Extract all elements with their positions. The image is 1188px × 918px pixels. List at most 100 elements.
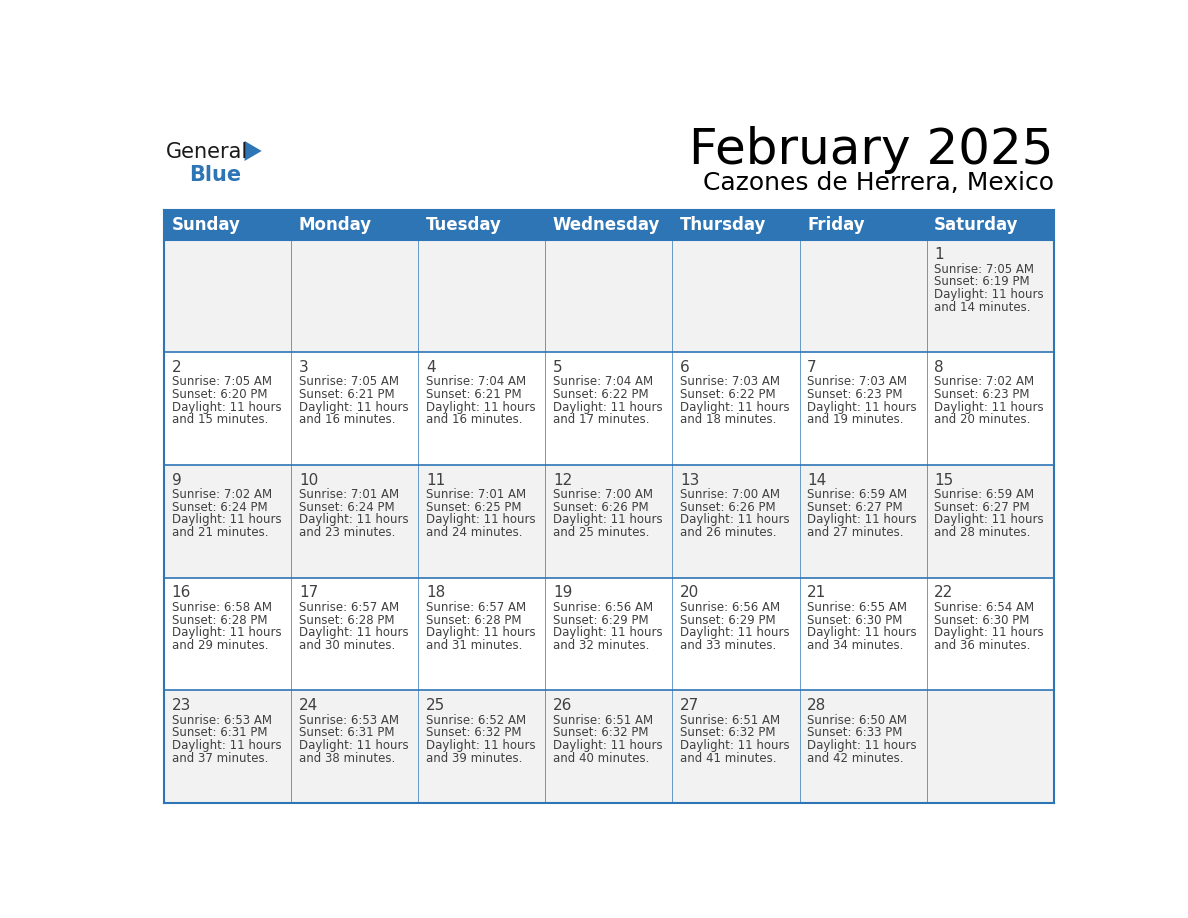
Text: Sunset: 6:24 PM: Sunset: 6:24 PM (172, 501, 267, 514)
Text: and 30 minutes.: and 30 minutes. (299, 639, 396, 652)
Text: Friday: Friday (807, 216, 865, 234)
Text: and 16 minutes.: and 16 minutes. (299, 413, 396, 427)
Text: 11: 11 (426, 473, 446, 487)
Text: Sunrise: 7:05 AM: Sunrise: 7:05 AM (299, 375, 399, 388)
Text: Daylight: 11 hours: Daylight: 11 hours (426, 739, 536, 752)
Text: Daylight: 11 hours: Daylight: 11 hours (808, 626, 917, 639)
Text: Sunrise: 7:01 AM: Sunrise: 7:01 AM (426, 488, 526, 501)
Text: Sunset: 6:29 PM: Sunset: 6:29 PM (681, 613, 776, 626)
Text: Sunrise: 6:57 AM: Sunrise: 6:57 AM (299, 600, 399, 614)
Text: Daylight: 11 hours: Daylight: 11 hours (934, 626, 1044, 639)
Bar (164, 577, 1054, 690)
Text: Daylight: 11 hours: Daylight: 11 hours (299, 739, 409, 752)
Text: 24: 24 (299, 698, 318, 713)
Text: Daylight: 11 hours: Daylight: 11 hours (299, 626, 409, 639)
Text: Sunrise: 6:55 AM: Sunrise: 6:55 AM (808, 600, 908, 614)
Text: and 31 minutes.: and 31 minutes. (426, 639, 523, 652)
Text: Daylight: 11 hours: Daylight: 11 hours (426, 513, 536, 527)
Text: Sunrise: 6:51 AM: Sunrise: 6:51 AM (554, 713, 653, 726)
Bar (164, 690, 1054, 803)
Text: Sunrise: 6:53 AM: Sunrise: 6:53 AM (299, 713, 399, 726)
Text: Sunrise: 6:50 AM: Sunrise: 6:50 AM (808, 713, 908, 726)
Text: Sunset: 6:31 PM: Sunset: 6:31 PM (299, 726, 394, 739)
Text: 26: 26 (554, 698, 573, 713)
Text: Sunset: 6:26 PM: Sunset: 6:26 PM (554, 501, 649, 514)
Text: and 17 minutes.: and 17 minutes. (554, 413, 650, 427)
Text: Sunrise: 6:54 AM: Sunrise: 6:54 AM (934, 600, 1035, 614)
Bar (164, 240, 1054, 353)
Text: Daylight: 11 hours: Daylight: 11 hours (554, 513, 663, 527)
Text: and 27 minutes.: and 27 minutes. (808, 526, 904, 539)
Text: 3: 3 (299, 360, 309, 375)
Bar (800, 210, 927, 240)
Text: and 15 minutes.: and 15 minutes. (172, 413, 268, 427)
Text: Sunday: Sunday (171, 216, 240, 234)
Text: and 26 minutes.: and 26 minutes. (681, 526, 777, 539)
Text: Sunset: 6:32 PM: Sunset: 6:32 PM (681, 726, 776, 739)
Text: and 18 minutes.: and 18 minutes. (681, 413, 777, 427)
Text: February 2025: February 2025 (689, 126, 1054, 174)
Text: Sunrise: 7:04 AM: Sunrise: 7:04 AM (426, 375, 526, 388)
Text: and 38 minutes.: and 38 minutes. (299, 752, 396, 765)
Text: and 19 minutes.: and 19 minutes. (808, 413, 904, 427)
Text: Sunset: 6:28 PM: Sunset: 6:28 PM (299, 613, 394, 626)
Text: Sunset: 6:23 PM: Sunset: 6:23 PM (808, 388, 903, 401)
Text: Daylight: 11 hours: Daylight: 11 hours (172, 626, 282, 639)
Text: 7: 7 (808, 360, 817, 375)
Text: Daylight: 11 hours: Daylight: 11 hours (299, 513, 409, 527)
Text: Daylight: 11 hours: Daylight: 11 hours (808, 513, 917, 527)
Text: 15: 15 (934, 473, 954, 487)
Text: and 33 minutes.: and 33 minutes. (681, 639, 777, 652)
Text: Daylight: 11 hours: Daylight: 11 hours (808, 401, 917, 414)
Text: Daylight: 11 hours: Daylight: 11 hours (554, 626, 663, 639)
Text: Sunset: 6:25 PM: Sunset: 6:25 PM (426, 501, 522, 514)
Text: Daylight: 11 hours: Daylight: 11 hours (172, 513, 282, 527)
Bar (164, 465, 1054, 577)
Text: Sunset: 6:33 PM: Sunset: 6:33 PM (808, 726, 903, 739)
Text: Thursday: Thursday (680, 216, 766, 234)
Text: Sunset: 6:21 PM: Sunset: 6:21 PM (299, 388, 394, 401)
Text: Sunset: 6:24 PM: Sunset: 6:24 PM (299, 501, 394, 514)
Text: and 21 minutes.: and 21 minutes. (172, 526, 268, 539)
Text: Daylight: 11 hours: Daylight: 11 hours (681, 401, 790, 414)
Text: Blue: Blue (189, 165, 241, 185)
Text: Sunrise: 7:00 AM: Sunrise: 7:00 AM (554, 488, 653, 501)
Text: 28: 28 (808, 698, 827, 713)
Text: Daylight: 11 hours: Daylight: 11 hours (554, 401, 663, 414)
Text: Monday: Monday (298, 216, 372, 234)
Text: Sunset: 6:20 PM: Sunset: 6:20 PM (172, 388, 267, 401)
Text: and 34 minutes.: and 34 minutes. (808, 639, 904, 652)
Text: Tuesday: Tuesday (425, 216, 501, 234)
Text: Sunset: 6:19 PM: Sunset: 6:19 PM (934, 275, 1030, 288)
Text: and 25 minutes.: and 25 minutes. (554, 526, 650, 539)
Text: 6: 6 (681, 360, 690, 375)
Text: and 32 minutes.: and 32 minutes. (554, 639, 650, 652)
Text: Sunset: 6:23 PM: Sunset: 6:23 PM (934, 388, 1030, 401)
Text: 23: 23 (172, 698, 191, 713)
Text: Sunrise: 6:56 AM: Sunrise: 6:56 AM (681, 600, 781, 614)
Text: and 28 minutes.: and 28 minutes. (934, 526, 1031, 539)
Text: 27: 27 (681, 698, 700, 713)
Text: and 14 minutes.: and 14 minutes. (934, 301, 1031, 314)
Text: Sunrise: 6:53 AM: Sunrise: 6:53 AM (172, 713, 272, 726)
Text: Sunset: 6:22 PM: Sunset: 6:22 PM (681, 388, 776, 401)
Text: Daylight: 11 hours: Daylight: 11 hours (681, 739, 790, 752)
Text: Daylight: 11 hours: Daylight: 11 hours (172, 739, 282, 752)
Text: 21: 21 (808, 586, 827, 600)
Text: Daylight: 11 hours: Daylight: 11 hours (426, 401, 536, 414)
Text: Daylight: 11 hours: Daylight: 11 hours (172, 401, 282, 414)
Text: and 23 minutes.: and 23 minutes. (299, 526, 396, 539)
Text: Sunset: 6:28 PM: Sunset: 6:28 PM (172, 613, 267, 626)
Text: 18: 18 (426, 586, 446, 600)
Bar (672, 210, 800, 240)
Text: Daylight: 11 hours: Daylight: 11 hours (299, 401, 409, 414)
Text: Sunset: 6:32 PM: Sunset: 6:32 PM (554, 726, 649, 739)
Text: Sunrise: 6:51 AM: Sunrise: 6:51 AM (681, 713, 781, 726)
Text: Sunset: 6:22 PM: Sunset: 6:22 PM (554, 388, 649, 401)
Polygon shape (245, 141, 261, 161)
Text: Saturday: Saturday (934, 216, 1019, 234)
Text: Sunrise: 7:03 AM: Sunrise: 7:03 AM (681, 375, 781, 388)
Text: Sunrise: 7:02 AM: Sunrise: 7:02 AM (934, 375, 1035, 388)
Text: 22: 22 (934, 586, 954, 600)
Text: Sunrise: 6:58 AM: Sunrise: 6:58 AM (172, 600, 272, 614)
